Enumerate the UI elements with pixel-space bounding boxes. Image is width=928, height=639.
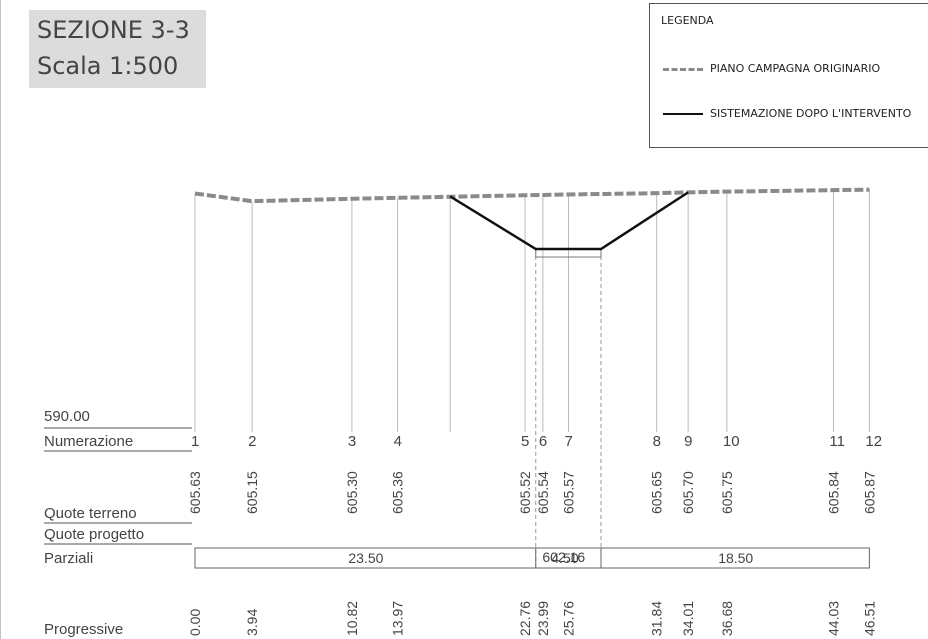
terrain-elevation: 605.30 <box>344 471 360 514</box>
progressive-distances: 0.00 3.94 10.82 13.97 22.76 23.99 25.76 31.84 34… <box>187 601 877 636</box>
row-label-quote-terreno: Quote terreno <box>44 505 137 522</box>
terrain-elevation: 605.36 <box>390 471 406 514</box>
station-number: 1 <box>191 433 199 450</box>
terrain-elevation: 605.84 <box>825 471 841 514</box>
row-label-numerazione: Numerazione <box>44 433 133 450</box>
legend-dashed-swatch <box>663 68 703 71</box>
row-label-quote-progetto: Quote progetto <box>44 526 144 543</box>
progressive-distance: 46.51 <box>861 601 877 636</box>
terrain-elevations: 605.63 605.15 605.30 605.36 605.52 605.54 605.… <box>187 471 877 514</box>
section-scale: Scala 1:500 <box>37 52 179 80</box>
progressive-distance: 34.01 <box>680 601 696 636</box>
legend: LEGENDA PIANO CAMPAGNA ORIGINARIO SISTEM… <box>649 3 928 148</box>
station-number: 12 <box>865 433 882 450</box>
terrain-elevation: 605.57 <box>561 471 577 514</box>
partial-distances: 23.50 4.50 18.50 <box>348 548 753 568</box>
parziali-box <box>194 547 870 569</box>
station-verticals <box>194 189 870 432</box>
legend-item-project: SISTEMAZIONE DOPO L'INTERVENTO <box>710 107 912 120</box>
progressive-distance: 13.97 <box>390 601 406 636</box>
station-numbers: 1 2 3 4 5 6 7 8 9 10 11 12 <box>191 433 882 450</box>
legend-item-terrain: PIANO CAMPAGNA ORIGINARIO <box>710 62 881 75</box>
terrain-elevation: 605.70 <box>680 471 696 514</box>
terrain-elevation: 605.15 <box>244 471 260 514</box>
progressive-distance: 22.76 <box>517 601 533 636</box>
pit-dashed-guides <box>535 249 602 570</box>
station-number: 4 <box>394 433 402 450</box>
row-label-progressive: Progressive <box>44 621 123 638</box>
terrain-elevation: 605.52 <box>517 471 533 514</box>
project-line <box>449 191 689 251</box>
station-number: 3 <box>348 433 356 450</box>
progressive-distance: 3.94 <box>244 609 260 636</box>
station-number: 8 <box>653 433 661 450</box>
partial-distance: 4.50 <box>551 550 578 566</box>
datum-label: 590.00 <box>44 408 90 425</box>
row-label-parziali: Parziali <box>44 550 93 567</box>
progressive-distance: 25.76 <box>561 601 577 636</box>
terrain-elevation: 605.65 <box>649 471 665 514</box>
station-number: 11 <box>829 433 845 450</box>
terrain-elevation: 605.75 <box>719 471 735 514</box>
station-number: 2 <box>248 433 256 450</box>
project-elevation: 602.16 <box>542 549 585 565</box>
progressive-distance: 0.00 <box>187 609 203 636</box>
progressive-distance: 10.82 <box>344 601 360 636</box>
station-number: 9 <box>684 433 692 450</box>
station-number: 6 <box>539 433 547 450</box>
legend-solid-swatch <box>663 113 703 115</box>
terrain-line <box>194 187 870 204</box>
station-number: 5 <box>521 433 529 450</box>
progressive-distance: 44.03 <box>825 601 841 636</box>
progressive-distance: 31.84 <box>649 601 665 636</box>
partial-distance: 18.50 <box>718 550 753 566</box>
terrain-elevation: 605.87 <box>861 471 877 514</box>
station-number: 10 <box>723 433 740 450</box>
progressive-distance: 23.99 <box>535 601 551 636</box>
legend-heading: LEGENDA <box>661 14 714 27</box>
section-title-box: SEZIONE 3-3 Scala 1:500 <box>29 10 206 88</box>
terrain-elevation: 605.63 <box>187 471 203 514</box>
section-title: SEZIONE 3-3 <box>37 16 190 44</box>
station-number: 7 <box>565 433 573 450</box>
partial-distance: 23.50 <box>348 550 383 566</box>
terrain-elevation: 605.54 <box>535 471 551 514</box>
progressive-distance: 36.68 <box>719 601 735 636</box>
